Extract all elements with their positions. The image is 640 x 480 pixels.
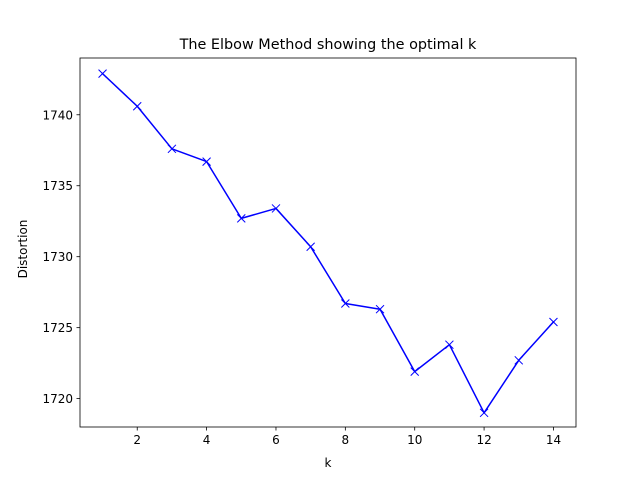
y-tick-label: 1720 (42, 392, 73, 406)
x-tick-label: 2 (133, 433, 141, 447)
plot-area: 2 4 6 8 10 12 14 1720 1725 1730 1735 1740 (42, 57, 577, 447)
marker-stroke (132, 101, 142, 111)
data-point-marker (306, 242, 316, 252)
y-axis-label: Distortion (16, 220, 30, 279)
marker-stroke (445, 340, 454, 350)
y-tick-label: 1725 (42, 321, 73, 335)
y-tick-label: 1730 (42, 250, 73, 264)
data-point-marker (167, 144, 177, 154)
marker-stroke (306, 242, 316, 252)
marker-stroke (167, 144, 177, 154)
data-point-marker (98, 69, 107, 78)
marker-stroke (271, 204, 281, 213)
marker-stroke (479, 408, 489, 418)
data-point-marker (375, 304, 385, 314)
data-point-marker (479, 408, 489, 418)
marker-stroke (340, 299, 350, 308)
data-point-marker (514, 355, 524, 365)
marker-stroke (549, 317, 558, 327)
chart-title: The Elbow Method showing the optimal k (179, 37, 477, 53)
x-tick-label: 8 (342, 433, 350, 447)
marker-stroke (514, 355, 524, 365)
marker-stroke (236, 214, 246, 223)
data-point-marker (549, 317, 558, 327)
x-tick-label: 12 (476, 433, 491, 447)
y-tick-label: 1740 (42, 108, 73, 122)
series-line (101, 72, 555, 414)
x-tick-label: 4 (203, 433, 211, 447)
marker-stroke (375, 304, 385, 314)
marker-stroke (98, 69, 107, 78)
x-tick-label: 10 (407, 433, 422, 447)
data-point-marker (271, 204, 281, 213)
data-point-marker (236, 214, 246, 223)
marker-stroke (202, 157, 211, 166)
data-point-marker (445, 340, 454, 350)
marker-stroke (410, 367, 420, 377)
x-axis-label: k (325, 456, 332, 470)
x-tick-label: 14 (546, 433, 561, 447)
data-point-marker (132, 101, 142, 111)
data-point-marker (202, 157, 211, 166)
data-point-marker (410, 367, 420, 377)
data-point-marker (340, 299, 350, 308)
x-tick-label: 6 (272, 433, 280, 447)
y-tick-label: 1735 (42, 179, 73, 193)
plot-frame (79, 57, 577, 428)
